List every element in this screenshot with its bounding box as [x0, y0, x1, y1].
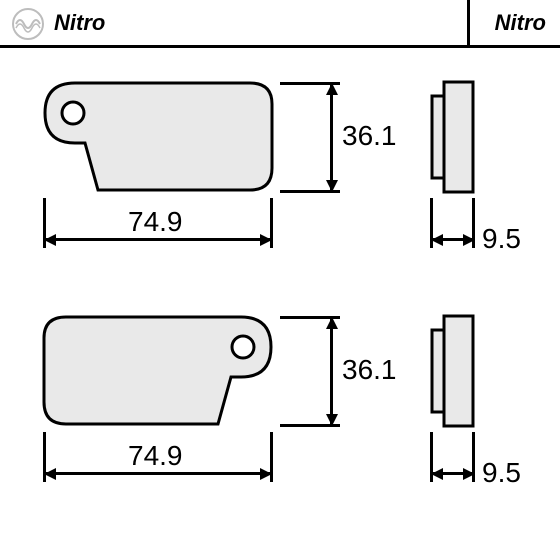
brake-pad-front-bottom [40, 312, 290, 442]
arrow-icon [326, 180, 338, 192]
arrow-icon [326, 317, 338, 329]
header-left-label: Nitro [54, 10, 105, 36]
dim-line [45, 238, 271, 241]
brake-pad-front-top [40, 78, 290, 208]
arrow-icon [44, 468, 56, 480]
dim-height-top: 36.1 [342, 120, 397, 152]
drawing-top: 36.1 74.9 9.5 [40, 78, 520, 298]
dim-height-bottom: 36.1 [342, 354, 397, 386]
header-bar: Nitro Nitro [0, 0, 560, 48]
arrow-icon [431, 468, 443, 480]
brand-logo-icon [10, 6, 46, 42]
pad-row-bottom: 36.1 74.9 9.5 [0, 312, 560, 532]
dim-width-bottom: 74.9 [128, 440, 183, 472]
drawing-bottom: 36.1 74.9 9.5 [40, 312, 520, 532]
arrow-icon [260, 234, 272, 246]
arrow-icon [326, 414, 338, 426]
arrow-icon [260, 468, 272, 480]
dim-line [330, 318, 333, 424]
brake-pad-side-bottom [426, 312, 476, 432]
arrow-icon [463, 234, 475, 246]
brake-pad-side-top [426, 78, 476, 198]
arrow-icon [326, 83, 338, 95]
dim-line [45, 472, 271, 475]
header-divider [467, 0, 470, 48]
arrow-icon [44, 234, 56, 246]
dim-line [330, 84, 333, 190]
header-right-label: Nitro [495, 10, 546, 36]
arrow-icon [431, 234, 443, 246]
dim-width-top: 74.9 [128, 206, 183, 238]
pad-row-top: 36.1 74.9 9.5 [0, 78, 560, 298]
dim-thickness-top: 9.5 [482, 223, 521, 255]
arrow-icon [463, 468, 475, 480]
dim-thickness-bottom: 9.5 [482, 457, 521, 489]
